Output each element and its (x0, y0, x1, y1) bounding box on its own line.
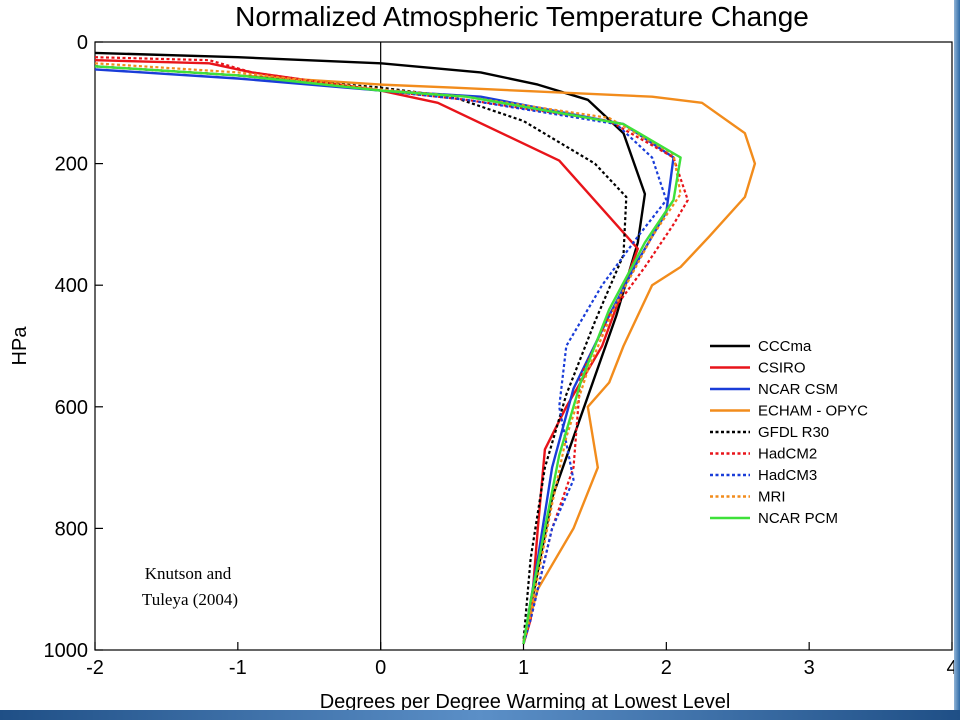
legend: CCCma CSIRO NCAR CSM ECHAM - OPYC GFDL R30 Ha… (700, 330, 920, 538)
slide-frame-right (954, 0, 960, 720)
legend-entry: NCAR PCM (758, 510, 838, 527)
y-tick-label: 400 (55, 275, 88, 297)
citation-line-2: Tuleya (2004) (142, 590, 238, 609)
y-tick-label: 1000 (44, 640, 89, 662)
y-axis-label: HPa (9, 326, 31, 366)
x-tick-label: 4 (946, 657, 957, 679)
series-line-cccma (94, 51, 647, 645)
x-tick-label: -2 (86, 657, 104, 679)
legend-box (700, 330, 920, 538)
legend-entry: HadCM2 (758, 446, 817, 463)
x-axis-label: Degrees per Degree Warming at Lowest Lev… (320, 691, 731, 713)
x-tick-label: 1 (518, 657, 529, 679)
x-tick-label: -1 (229, 657, 247, 679)
y-tick-label: 600 (55, 397, 88, 419)
legend-entry: CSIRO (758, 360, 806, 377)
y-tick-label: 800 (55, 518, 88, 540)
slide-frame-bottom (0, 710, 960, 720)
legend-entry: MRI (758, 489, 786, 506)
legend-entry: CCCma (758, 338, 812, 355)
series-line-ncar-pcm (94, 65, 682, 645)
y-tick-label: 200 (55, 154, 88, 176)
series-line-echam-opyc (94, 65, 757, 642)
series-line-hadcm2 (94, 56, 689, 645)
series-line-mri (94, 62, 682, 645)
chart-title: Normalized Atmospheric Temperature Chang… (235, 1, 809, 32)
legend-entry: HadCM3 (758, 467, 817, 484)
legend-entry: ECHAM - OPYC (758, 403, 868, 420)
series-line-ncar-csm (94, 68, 675, 645)
x-tick-label: 2 (661, 657, 672, 679)
y-tick-label: 0 (77, 32, 88, 54)
series-layer (94, 51, 757, 645)
axes: -2 -1 0 1 2 3 4 0 200 400 600 800 1000 (44, 32, 958, 679)
citation-line-1: Knutson and (145, 564, 232, 583)
series-line-gfdl-r30 (94, 65, 628, 641)
legend-entry: NCAR CSM (758, 381, 838, 398)
series-line-csiro (94, 59, 639, 645)
x-tick-label: 0 (375, 657, 386, 679)
x-tick-label: 3 (804, 657, 815, 679)
legend-entry: GFDL R30 (758, 424, 829, 441)
